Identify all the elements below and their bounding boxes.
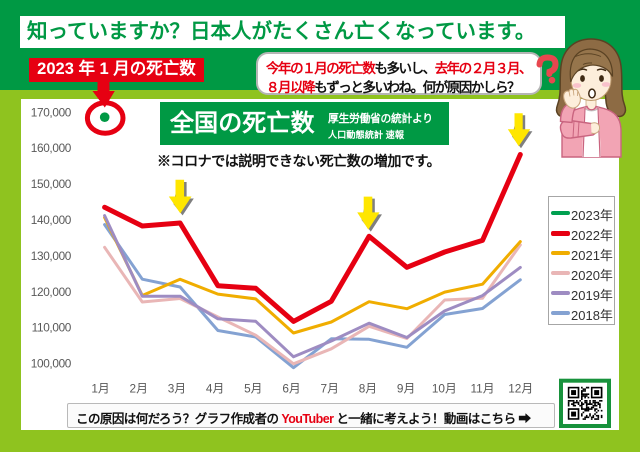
svg-text:2月: 2月 — [130, 382, 148, 396]
svg-text:9月: 9月 — [397, 382, 415, 396]
svg-text:11月: 11月 — [470, 382, 494, 396]
svg-text:120,000: 120,000 — [31, 285, 72, 299]
svg-text:170,000: 170,000 — [31, 105, 72, 119]
svg-text:5月: 5月 — [244, 382, 262, 396]
svg-text:150,000: 150,000 — [31, 177, 72, 191]
svg-text:160,000: 160,000 — [31, 141, 72, 155]
svg-text:6月: 6月 — [282, 382, 300, 396]
svg-text:1月: 1月 — [91, 382, 109, 396]
svg-text:3月: 3月 — [168, 382, 186, 396]
svg-text:12月: 12月 — [508, 382, 533, 396]
svg-text:100,000: 100,000 — [31, 357, 72, 371]
svg-text:4月: 4月 — [206, 382, 224, 396]
svg-text:130,000: 130,000 — [31, 249, 72, 263]
svg-text:7月: 7月 — [321, 382, 339, 396]
svg-text:8月: 8月 — [359, 382, 377, 396]
svg-text:10月: 10月 — [432, 382, 457, 396]
svg-text:110,000: 110,000 — [32, 321, 72, 335]
svg-text:140,000: 140,000 — [31, 213, 72, 227]
